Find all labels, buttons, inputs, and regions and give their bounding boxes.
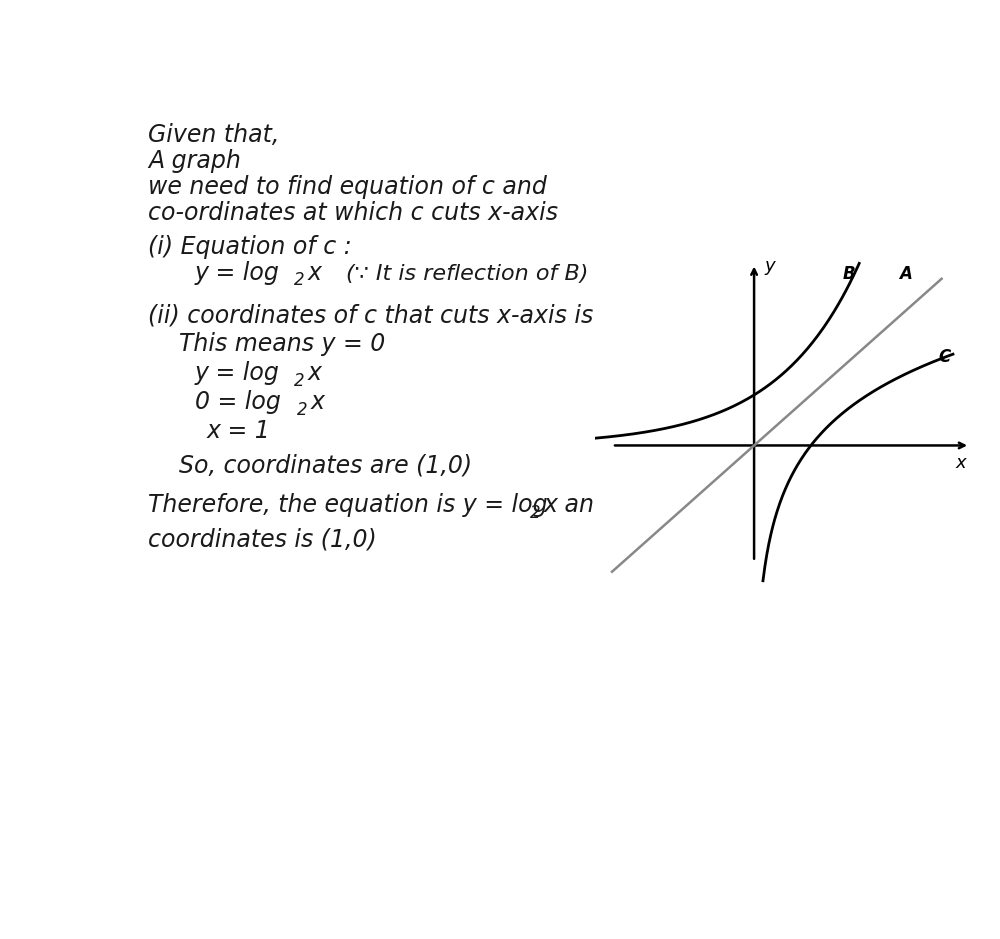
- Text: (∵ It is reflection of B): (∵ It is reflection of B): [346, 264, 588, 284]
- Text: (ii) coordinates of c that cuts x-axis is: (ii) coordinates of c that cuts x-axis i…: [148, 303, 594, 328]
- Text: coordinates is (1,0): coordinates is (1,0): [148, 528, 377, 551]
- Text: So, coordinates are (1,0): So, coordinates are (1,0): [179, 453, 472, 477]
- Text: This means y = 0: This means y = 0: [179, 332, 386, 356]
- Text: y: y: [764, 257, 775, 275]
- Text: 2: 2: [294, 271, 305, 289]
- Text: x: x: [311, 390, 325, 414]
- Text: we need to find equation of c and: we need to find equation of c and: [148, 175, 547, 199]
- Text: x: x: [308, 362, 322, 385]
- Text: x: x: [956, 454, 966, 472]
- Text: y = log: y = log: [195, 261, 280, 285]
- Text: C: C: [939, 348, 951, 366]
- Text: (i) Equation of c :: (i) Equation of c :: [148, 235, 352, 258]
- Text: 0 = log: 0 = log: [195, 390, 281, 414]
- Text: x and: x and: [544, 493, 610, 516]
- Text: 2: 2: [297, 401, 308, 419]
- Text: Given that,: Given that,: [148, 123, 280, 146]
- Text: x: x: [308, 261, 322, 285]
- Text: A: A: [899, 265, 912, 283]
- Text: co-ordinates at which c cuts x-axis: co-ordinates at which c cuts x-axis: [148, 201, 558, 224]
- Text: 2: 2: [530, 503, 540, 521]
- Text: A graph: A graph: [148, 148, 241, 173]
- Text: Therefore, the equation is y = log: Therefore, the equation is y = log: [148, 493, 548, 516]
- Text: B: B: [842, 265, 855, 283]
- Text: y = log: y = log: [195, 362, 280, 385]
- Text: x = 1: x = 1: [206, 419, 270, 443]
- Text: 2: 2: [294, 372, 305, 390]
